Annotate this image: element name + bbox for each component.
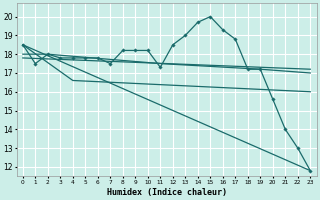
X-axis label: Humidex (Indice chaleur): Humidex (Indice chaleur) — [107, 188, 227, 197]
